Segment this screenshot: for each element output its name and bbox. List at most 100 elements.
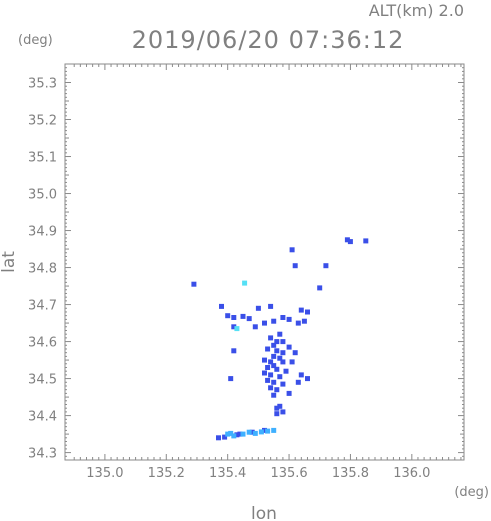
echo-point (265, 365, 271, 370)
echo-point (295, 320, 301, 326)
echo-point (231, 315, 237, 320)
y-tick-label: 34.8 (28, 262, 57, 277)
x-tick-label: 135.4 (209, 466, 246, 481)
echo-point (271, 427, 277, 433)
echo-point (289, 247, 295, 253)
y-tick-label: 34.6 (28, 336, 57, 351)
echo-point (262, 320, 267, 326)
echo-point (286, 316, 292, 322)
echo-point (242, 280, 248, 286)
echo-point (280, 350, 286, 356)
echo-point (268, 385, 274, 391)
echo-point (274, 411, 280, 417)
echo-point (274, 387, 280, 393)
echo-point (292, 350, 298, 356)
echo-point (240, 431, 246, 437)
echo-point (219, 303, 224, 309)
echo-point (271, 318, 277, 324)
echo-point (237, 431, 243, 437)
y-tick-label: 34.7 (28, 299, 57, 314)
echo-point (298, 307, 304, 313)
echo-point (228, 430, 234, 436)
echo-point (246, 316, 252, 322)
echo-point (271, 363, 277, 369)
echo-point (246, 429, 252, 435)
echo-point (286, 390, 292, 396)
echo-point (231, 433, 237, 439)
x-tick-label: 135.8 (332, 466, 369, 481)
echo-point (317, 285, 323, 291)
echo-point (216, 435, 221, 441)
echo-point (225, 313, 231, 319)
echo-point (347, 239, 353, 245)
echo-point (268, 303, 274, 309)
echo-point (280, 409, 286, 415)
echo-point (265, 346, 271, 352)
echo-point (274, 348, 280, 354)
y-tick-label: 35.0 (28, 188, 57, 203)
echo-point (301, 318, 307, 324)
x-tick-label: 136.0 (393, 466, 430, 481)
echo-point (280, 315, 286, 320)
x-tick-label: 135.6 (270, 466, 307, 481)
echo-point (252, 324, 258, 330)
x-unit-label: (deg) (454, 485, 489, 500)
y-tick-label: 34.3 (28, 447, 57, 462)
echo-point (277, 355, 283, 361)
echo-point (295, 379, 301, 385)
plot-frame (64, 63, 465, 461)
echo-point (271, 379, 277, 385)
echo-point (231, 348, 237, 354)
echo-point (277, 403, 283, 409)
echo-point (268, 359, 274, 365)
echo-point (255, 305, 261, 311)
echo-point (262, 357, 267, 363)
y-tick-label: 34.9 (28, 225, 57, 240)
x-tick-label: 135.0 (86, 466, 123, 481)
echo-point (228, 376, 234, 382)
echo-point (271, 392, 277, 398)
echo-point (265, 377, 271, 383)
echo-point (289, 359, 295, 365)
echo-point (323, 263, 329, 269)
y-tick-label: 34.4 (28, 410, 57, 425)
echo-point (240, 313, 246, 319)
echo-point (292, 263, 298, 269)
echo-point (280, 339, 286, 345)
echo-point (231, 324, 237, 330)
echo-point (265, 428, 271, 434)
echo-point (274, 339, 280, 345)
echo-point (283, 368, 289, 374)
echo-point (268, 335, 274, 341)
x-tick-label: 135.2 (148, 466, 185, 481)
echo-point (274, 405, 280, 411)
y-tick-label: 34.5 (28, 373, 57, 388)
y-tick-label: 35.1 (28, 151, 57, 166)
echo-point (191, 281, 197, 287)
echo-point (271, 342, 277, 348)
y-tick-label: 35.2 (28, 114, 57, 129)
echo-point (262, 370, 267, 376)
echo-point (262, 427, 267, 433)
x-axis-label: lon (251, 504, 277, 521)
echo-point (298, 372, 304, 378)
y-axis-label: lat (0, 251, 19, 273)
echo-point (280, 359, 286, 365)
echo-point (305, 309, 310, 315)
timestamp: 2019/06/20 07:36:12 (132, 26, 405, 54)
echo-point (268, 372, 274, 378)
echo-point (252, 430, 258, 436)
echo-point (305, 376, 310, 382)
altitude-label: ALT(km) 2.0 (369, 1, 464, 20)
echo-point (249, 429, 255, 435)
echo-point (274, 366, 280, 372)
y-tick-label: 35.3 (28, 77, 57, 92)
echo-point (277, 374, 283, 380)
echo-point (258, 429, 264, 435)
echo-point (225, 431, 231, 437)
echo-point (286, 344, 292, 350)
echo-point (363, 238, 369, 244)
echo-point (344, 237, 350, 243)
echo-point (234, 432, 240, 438)
